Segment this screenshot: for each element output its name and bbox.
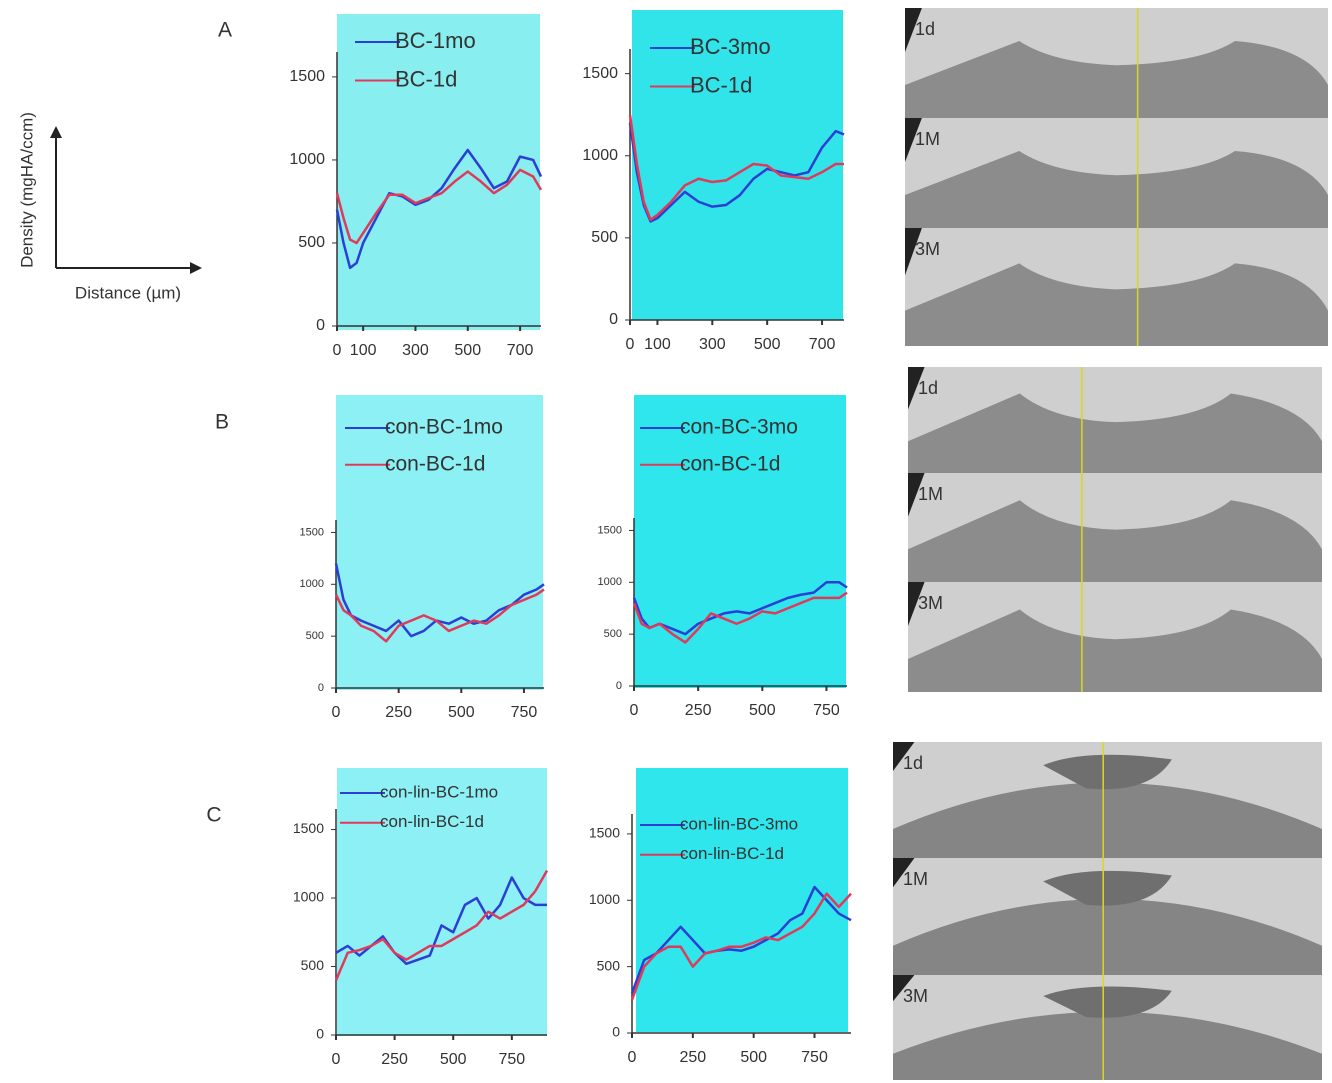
- x-tick-label: 0: [628, 1049, 637, 1066]
- y-tick-label: 1000: [582, 147, 618, 164]
- ct-label: 1d: [918, 378, 938, 398]
- y-tick-label: 500: [597, 957, 621, 973]
- legend-label: con-lin-BC-1mo: [380, 782, 498, 801]
- x-tick-label: 500: [448, 704, 475, 721]
- plot-background: [337, 14, 540, 330]
- plot-background: [634, 395, 846, 688]
- legend-label: BC-1d: [395, 66, 457, 91]
- x-tick-label: 500: [454, 342, 481, 359]
- legend-label: con-BC-1mo: [385, 416, 503, 439]
- x-tick-label: 0: [333, 342, 342, 359]
- ct-label: 3M: [918, 593, 943, 613]
- x-tick-label: 500: [440, 1051, 467, 1068]
- ct-label: 1M: [903, 869, 928, 889]
- x-tick-label: 250: [685, 702, 712, 719]
- panel-label: C: [206, 804, 221, 827]
- legend-label: BC-1d: [690, 72, 752, 97]
- x-tick-label: 0: [630, 702, 639, 719]
- y-tick-label: 1000: [589, 891, 620, 907]
- y-tick-label: 500: [298, 234, 325, 251]
- y-tick-label: 0: [609, 311, 618, 328]
- ct-label: 1M: [918, 484, 943, 504]
- x-tick-label: 750: [511, 704, 538, 721]
- y-tick-label: 500: [604, 628, 622, 640]
- legend-label: con-lin-BC-3mo: [680, 814, 798, 833]
- plot-background: [336, 395, 543, 690]
- x-tick-label: 500: [754, 336, 781, 353]
- y-tick-label: 1000: [598, 576, 622, 588]
- y-tick-label: 0: [316, 1026, 324, 1042]
- x-tick-label: 750: [498, 1051, 525, 1068]
- y-tick-label: 0: [612, 1024, 620, 1040]
- y-tick-label: 0: [616, 680, 622, 692]
- y-tick-label: 1500: [289, 68, 325, 85]
- y-tick-label: 1500: [589, 825, 620, 841]
- x-tick-label: 250: [381, 1051, 408, 1068]
- y-tick-label: 1500: [582, 65, 618, 82]
- legend-label: BC-1mo: [395, 28, 476, 53]
- y-tick-label: 1000: [289, 151, 325, 168]
- ct-label: 1M: [915, 129, 940, 149]
- y-tick-label: 500: [591, 229, 618, 246]
- y-tick-label: 500: [306, 630, 324, 642]
- schematic-x-label: Distance (µm): [75, 283, 181, 302]
- legend-label: con-lin-BC-1d: [680, 844, 784, 863]
- y-tick-label: 0: [316, 317, 325, 334]
- legend-label: con-lin-BC-1d: [380, 812, 484, 831]
- plot-background: [636, 768, 848, 1032]
- legend-label: con-BC-1d: [680, 452, 780, 475]
- schematic-y-label: Density (mgHA/ccm): [17, 112, 36, 268]
- x-tick-label: 750: [801, 1049, 828, 1066]
- x-tick-label: 500: [740, 1049, 767, 1066]
- y-tick-label: 1000: [293, 889, 324, 905]
- x-tick-label: 750: [813, 702, 840, 719]
- x-tick-label: 700: [809, 336, 836, 353]
- y-tick-label: 1500: [598, 524, 622, 536]
- x-tick-label: 100: [350, 342, 377, 359]
- x-tick-label: 250: [679, 1049, 706, 1066]
- panel-label: B: [215, 411, 229, 434]
- x-tick-label: 700: [507, 342, 534, 359]
- x-tick-label: 500: [749, 702, 776, 719]
- legend-label: BC-3mo: [690, 34, 771, 59]
- y-tick-label: 1500: [293, 820, 324, 836]
- schematic-y-arrow: [50, 126, 62, 138]
- figure: Density (mgHA/ccm) Distance (µm) A B C 1…: [0, 0, 1332, 1083]
- y-tick-label: 1000: [300, 578, 324, 590]
- legend-label: con-BC-1d: [385, 452, 485, 475]
- x-tick-label: 300: [402, 342, 429, 359]
- x-tick-label: 0: [332, 704, 341, 721]
- x-tick-label: 250: [385, 704, 412, 721]
- ct-label: 3M: [915, 239, 940, 259]
- y-tick-label: 500: [301, 957, 325, 973]
- x-tick-label: 0: [626, 336, 635, 353]
- x-tick-label: 0: [332, 1051, 341, 1068]
- y-tick-label: 1500: [300, 526, 324, 538]
- plot-background: [337, 768, 547, 1036]
- panel-label: A: [218, 19, 232, 42]
- x-tick-label: 300: [699, 336, 726, 353]
- schematic-x-arrow: [190, 262, 202, 274]
- ct-label: 3M: [903, 986, 928, 1006]
- x-tick-label: 100: [644, 336, 671, 353]
- ct-label: 1d: [903, 753, 923, 773]
- ct-label: 1d: [915, 19, 935, 39]
- y-tick-label: 0: [318, 682, 324, 694]
- legend-label: con-BC-3mo: [680, 416, 798, 439]
